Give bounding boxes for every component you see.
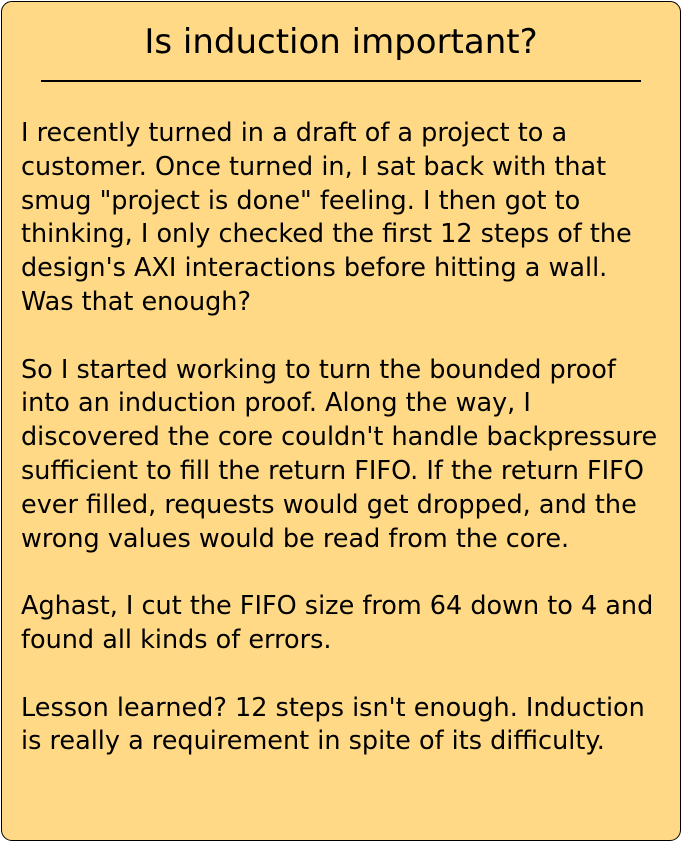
paragraph-induction-proof: So I started working to turn the bounded… (21, 354, 658, 554)
title-divider (41, 80, 641, 82)
paragraph-project-draft: I recently turned in a draft of a projec… (21, 118, 632, 317)
card-title: Is induction important? (144, 22, 538, 62)
paragraph-fifo-size: Aghast, I cut the FIFO size from 64 down… (21, 591, 654, 655)
paragraph-lesson-learned: Lesson learned? 12 steps isn't enough. I… (21, 692, 645, 757)
card-body: I recently turned in a draft of a projec… (21, 117, 666, 759)
